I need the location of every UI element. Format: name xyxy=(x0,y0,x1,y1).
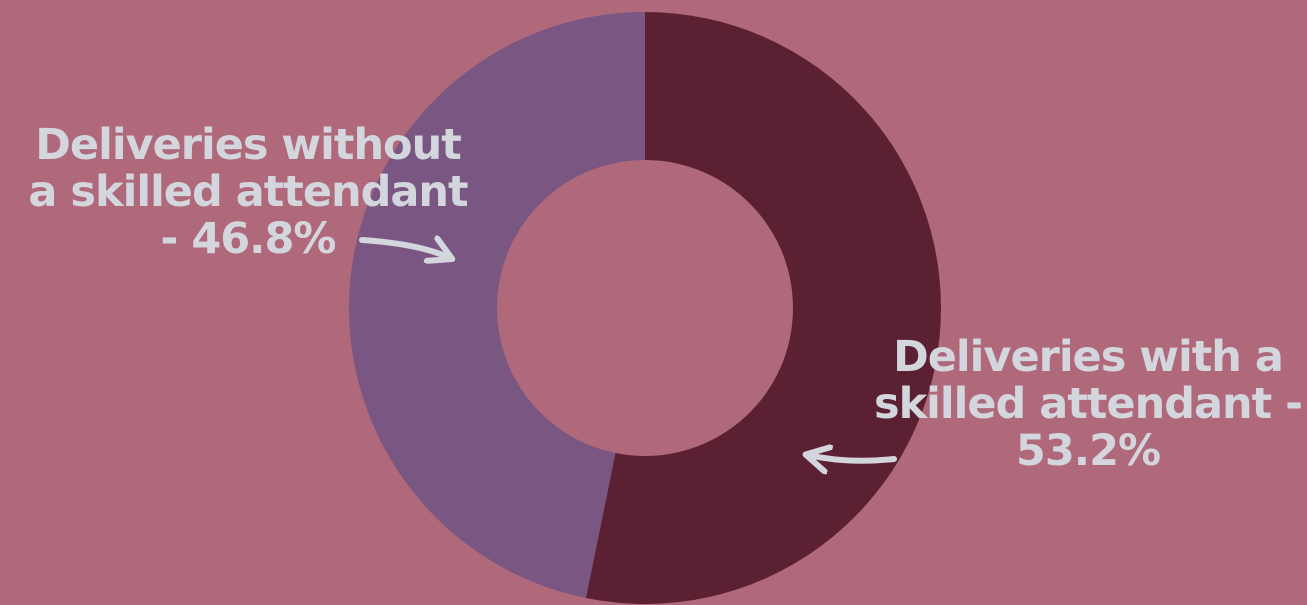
annotation-line: 53.2% xyxy=(1015,426,1161,476)
annotation-line: a skilled attendant xyxy=(28,167,468,217)
annotation-line: - 46.8% xyxy=(160,214,337,264)
slice-without-skilled-attendant xyxy=(348,12,645,599)
slice-with-skilled-attendant xyxy=(585,12,941,604)
annotation-line: Deliveries without xyxy=(35,120,462,170)
annotation-without-skilled-attendant: Deliveries without a skilled attendant -… xyxy=(0,122,496,263)
annotation-line: Deliveries with a xyxy=(893,332,1284,382)
arrow-to-without-slice xyxy=(359,240,450,258)
arrow-to-with-slice xyxy=(808,455,897,461)
annotation-line: skilled attendant - xyxy=(873,379,1303,429)
annotation-with-skilled-attendant: Deliveries with a skilled attendant - 53… xyxy=(858,334,1307,475)
